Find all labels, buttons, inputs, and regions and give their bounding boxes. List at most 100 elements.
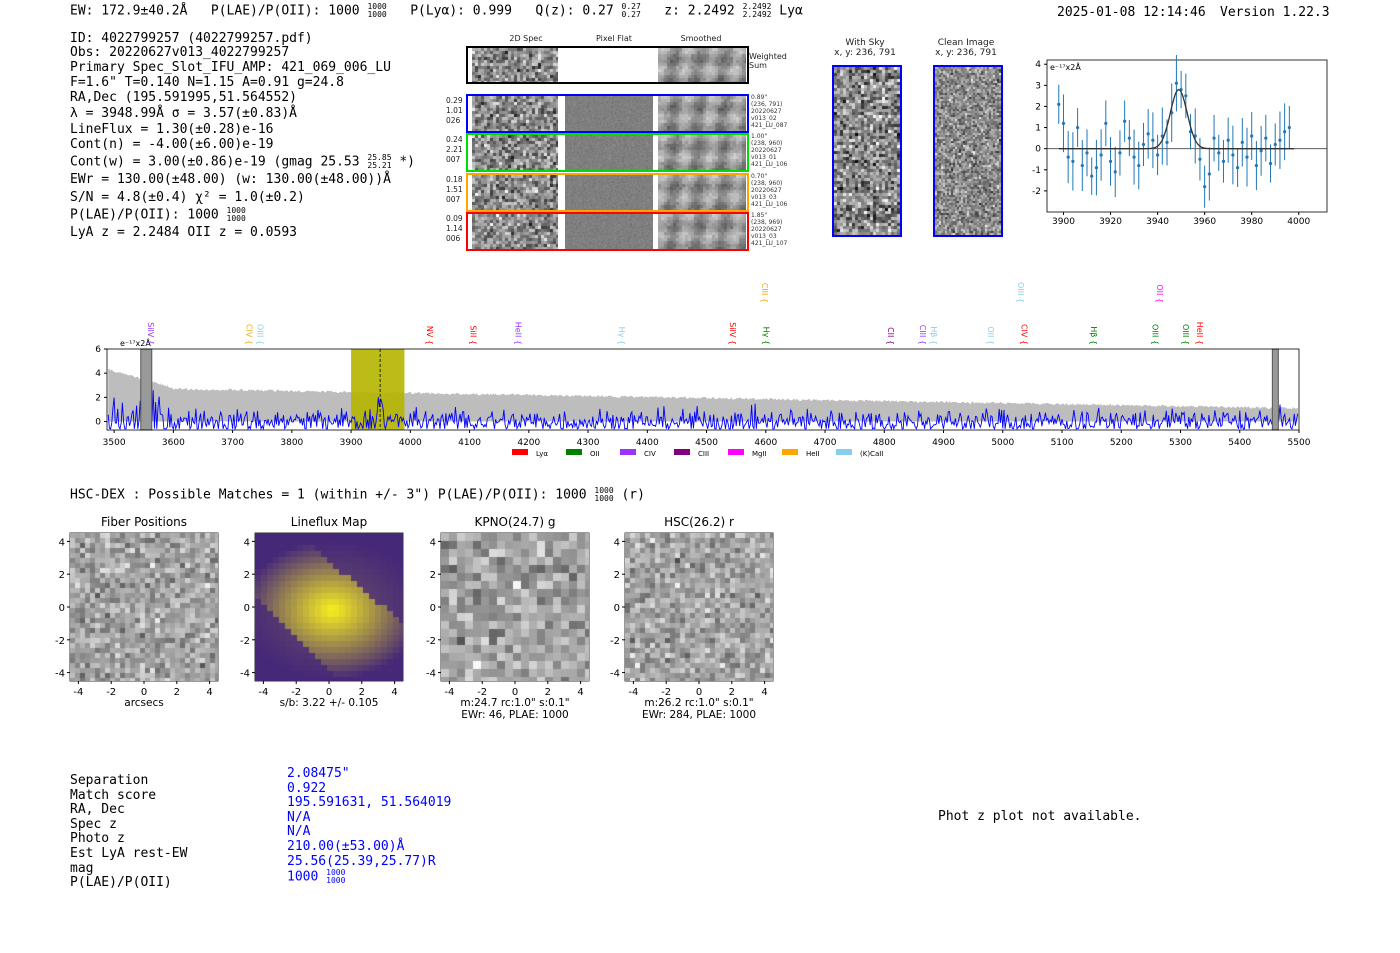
spec-xtick-label: 4400 [636,438,659,448]
spec2d-fiber-info: 421_LU_107 [751,240,788,247]
legend-label: HeII [806,450,820,458]
fit-data-point [1080,163,1084,168]
fit-data-point [1264,136,1268,140]
match-value: 210.00(±53.00)Å [287,839,405,854]
info-ewr: EWr = 130.00(±48.00) (w: 130.00(±48.00))… [70,172,391,187]
spec2d-fiber-info: 20220627 [751,226,782,233]
emission-line-label: HeII { [1195,322,1204,345]
smoothed-image [658,135,746,170]
cutout-ytick-label: -2 [426,636,436,647]
legend-label: (K)CaII [860,450,883,458]
fit-data-point [1108,159,1113,163]
spec2d-image [472,96,558,131]
header-version: Version 1.22.3 [1220,5,1330,20]
spec2d-fiber-info: 20220627 [751,147,782,154]
cutout-xtick-label: 0 [696,687,702,698]
info-line: RA,Dec (195.591995,51.564552) [70,90,297,105]
spec2d-row-fiber: 1.00" (238, 960) 20220627 v013_01 421_LU_106 [751,133,787,168]
fit-data-point [1212,136,1216,140]
emission-line-label: CII { [886,327,895,345]
cutout-image [255,533,403,681]
match-value: 2.08475" [287,766,350,781]
fit-data-point [1207,172,1211,176]
masked-region [140,348,153,431]
header-datetime: 2025-01-08 12:14:46 [1057,5,1206,20]
header-z: z: 2.2492 [664,3,735,19]
cutout-xtick-label: -2 [291,687,301,698]
header-plae: P(LAE)/P(OII): 1000 [210,3,360,19]
header-ew: EW: 172.9±40.2Å [70,3,188,19]
spec-xtick-label: 5100 [1051,438,1074,448]
emission-line-label: OII { [986,326,995,345]
spec2d-stat: 007 [446,195,461,204]
fit-data-point [1113,170,1117,174]
legend-swatch [566,449,582,455]
header-z-range: 2.2492 2.2492 [742,2,772,19]
fit-data-point [1273,142,1277,147]
cutout-ytick-label: 2 [59,570,65,581]
clean-image-title: Clean Image x, y: 236, 791 [935,38,997,58]
info-cont-w: Cont(w) = 3.00(±0.86)e-19 (gmag 25.53 25… [70,153,415,170]
cutout-caption: m:26.2 rc:1.0" s:0.1" [644,697,753,709]
cutout-ytick-label: 4 [430,537,436,548]
fit-data-point [1094,166,1099,170]
header-plae-range: 1000 1000 [367,2,387,19]
fit-data-point [1071,159,1075,163]
spec-xtick-label: 4000 [399,438,422,448]
line-highlight-region [351,349,405,430]
spec2d-stat: 0.29 [446,96,463,105]
spec2d-row-stats: 0.24 2.21 007 [446,135,463,165]
cutout-xtick-label: -2 [477,687,487,698]
match-label: P(LAE)/P(OII) [70,875,172,891]
spec2d-stat: 1.51 [446,185,463,194]
spec2d-row [466,94,749,133]
match-label: Match score [70,787,157,803]
match-value: 1000 1000 1000 [287,868,346,886]
cutout-caption: arcsecs [124,697,163,709]
fit-ytick-label: -2 [1032,187,1041,197]
fit-xtick-label: 3940 [1146,217,1169,227]
legend-label: Lyα [536,450,548,458]
full-spectrum-plot: 3500 3600 3700 3800 3900 4000 4100 4200 4300 4400… [95,282,1310,458]
spec-xtick-label: 4800 [873,438,896,448]
spec2d-stat: 0.09 [446,214,463,223]
spec-ylabel: e⁻¹⁷x2Å [120,337,151,348]
cutout-ytick-label: 4 [614,537,620,548]
with-sky-title: With Sky x, y: 236, 791 [834,38,896,58]
cutout-xtick-label: -4 [258,687,268,698]
legend-label: CIII [698,450,709,458]
spec2d-stat: 007 [446,155,461,164]
fit-xtick-label: 4000 [1287,217,1310,227]
cutout-ytick-label: -2 [55,636,65,647]
fit-ytick-label: -1 [1032,166,1041,176]
fit-ytick-label: 2 [1035,102,1041,112]
spectrum-error-band [108,368,1298,422]
spec2d-fiber-info: 0.89" [751,94,768,101]
emission-line-label: CIII { [918,325,927,345]
fit-data-point [1203,185,1207,189]
cutout-ytick-label: -4 [55,669,65,680]
spec2d-fiber-info: v013_03 [751,194,777,201]
legend-swatch [620,449,636,455]
spec-ytick-label: 6 [95,345,101,355]
emission-line-label: OIII { [1151,324,1160,345]
legend-swatch [674,449,690,455]
spec2d-row-stats: 0.29 1.01 026 [446,96,463,126]
pixel-flat-image [565,175,653,210]
fit-ylabel: e⁻¹⁷x2Å [1050,61,1081,72]
cutout-title: Lineflux Map [291,515,367,529]
spec2d-row [466,173,749,212]
smoothed-image [658,214,746,249]
hsc-dex-title: HSC-DEX : Possible Matches = 1 (within +… [70,486,645,503]
fit-data-point [1174,81,1179,85]
spec-xtick-label: 5200 [1110,438,1133,448]
info-line: Primary Spec_Slot_IFU_AMP: 421_069_006_L… [70,60,391,75]
cutout-ytick-label: 4 [59,537,65,548]
fit-data-point [1127,136,1131,140]
spec-xtick-label: 4200 [517,438,540,448]
legend-label: MgII [752,450,767,458]
fit-data-point [1217,151,1221,155]
fit-xtick-label: 3960 [1193,217,1216,227]
fit-axes-frame [1046,59,1328,213]
fit-data-point [1226,138,1230,142]
